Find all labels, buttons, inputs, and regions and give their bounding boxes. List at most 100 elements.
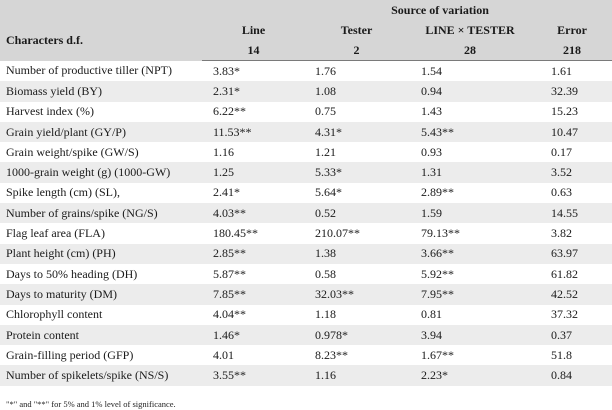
value-line-x-tester: 2.23* [408,365,532,386]
table-row: Grain weight/spike (GW/S) 1.16 1.21 0.93 0.1… [0,142,612,163]
character-name: Spike length (cm) (SL), [0,182,202,204]
value-line: 4.01 [202,345,305,366]
character-name: Protein content [0,324,202,346]
table-row: Protein content 1.46* 0.978* 3.94 0.37 [0,324,612,346]
value-error: 37.32 [532,304,612,325]
table-body: Number of productive tiller (NPT) 3.83* 1.… [0,60,612,386]
table-row: Harvest index (%) 6.22** 0.75 1.43 15.23 [0,101,612,122]
table-row: Grain-filling period (GFP) 4.01 8.23** 1.67… [0,345,612,366]
value-error: 32.39 [532,81,612,102]
table-row: Days to 50% heading (DH) 5.87** 0.58 5.92**… [0,263,612,285]
table-row: Number of spikelets/spike (NS/S) 3.55** 1.… [0,365,612,386]
table-row: Biomass yield (BY) 2.31* 1.08 0.94 32.39 [0,81,612,102]
table-row: Number of grains/spike (NG/S) 4.03** 0.52 1… [0,203,612,224]
value-error: 0.37 [532,324,612,346]
value-tester: 0.58 [305,263,408,285]
value-error: 10.47 [532,121,612,143]
value-line-x-tester: 7.95** [408,284,532,305]
character-name: Number of productive tiller (NPT) [0,60,202,82]
value-error: 61.82 [532,263,612,285]
value-error: 14.55 [532,203,612,224]
value-error: 3.52 [532,162,612,183]
source-of-variation-heading: Source of variation [202,0,612,20]
value-error: 15.23 [532,101,612,122]
value-tester: 210.07** [305,223,408,244]
value-error: 3.82 [532,223,612,244]
value-tester: 5.64* [305,182,408,204]
column-heading-tester: Tester [305,20,408,41]
value-line-x-tester: 3.94 [408,324,532,346]
column-heading-error: Error [532,20,612,41]
character-name: 1000-grain weight (g) (1000-GW) [0,162,202,183]
value-line-x-tester: 3.66** [408,243,532,264]
character-name: Number of grains/spike (NG/S) [0,203,202,224]
value-tester: 1.08 [305,81,408,102]
header-row-labels: Characters d.f. Line Tester LINE × TESTE… [0,20,612,61]
anova-table: Source of variation Characters d.f. Line… [0,0,612,386]
value-tester: 0.978* [305,324,408,346]
value-line: 5.87** [202,263,305,285]
value-line: 1.16 [202,142,305,163]
table-row: Plant height (cm) (PH) 2.85** 1.38 3.66** 63… [0,243,612,264]
value-line: 2.41* [202,182,305,204]
table-row: Chlorophyll content 4.04** 1.18 0.81 37.32 [0,304,612,325]
value-tester: 1.16 [305,365,408,386]
column-heading-line-x-tester: LINE × TESTER [408,20,532,41]
value-error: 0.63 [532,182,612,204]
character-name: Flag leaf area (FLA) [0,223,202,244]
value-line-x-tester: 0.94 [408,81,532,102]
value-tester: 5.33* [305,162,408,183]
significance-footnote: "*" and "**" for 5% and 1% level of sign… [6,399,176,409]
value-error: 63.97 [532,243,612,264]
value-line-x-tester: 1.31 [408,162,532,183]
value-line-x-tester: 5.92** [408,263,532,285]
value-tester: 1.38 [305,243,408,264]
value-line-x-tester: 1.59 [408,203,532,224]
table-row: Number of productive tiller (NPT) 3.83* 1.… [0,60,612,82]
value-tester: 4.31* [305,121,408,143]
value-line: 2.85** [202,243,305,264]
character-name: Biomass yield (BY) [0,81,202,102]
table-row: Spike length (cm) (SL), 2.41* 5.64* 2.89** 0… [0,182,612,204]
table-header: Source of variation Characters d.f. Line… [0,0,612,61]
character-name: Plant height (cm) (PH) [0,243,202,264]
value-line: 7.85** [202,284,305,305]
value-line: 4.03** [202,203,305,224]
value-error: 0.17 [532,142,612,163]
value-error: 51.8 [532,345,612,366]
column-heading-line: Line [202,20,305,41]
df-line: 14 [202,41,305,61]
value-line-x-tester: 1.67** [408,345,532,366]
value-line-x-tester: 1.54 [408,60,532,82]
character-name: Grain yield/plant (GY/P) [0,121,202,143]
value-tester: 1.21 [305,142,408,163]
value-line-x-tester: 2.89** [408,182,532,204]
value-line: 1.46* [202,324,305,346]
character-name: Harvest index (%) [0,101,202,122]
header-row-source: Source of variation [0,0,612,20]
character-name: Chlorophyll content [0,304,202,325]
value-line: 180.45** [202,223,305,244]
table-row: 1000-grain weight (g) (1000-GW) 1.25 5.33*… [0,162,612,183]
value-line-x-tester: 79.13** [408,223,532,244]
value-line-x-tester: 1.43 [408,101,532,122]
character-name: Days to 50% heading (DH) [0,263,202,285]
characters-df-heading: Characters d.f. [0,20,202,61]
value-tester: 0.75 [305,101,408,122]
value-line: 4.04** [202,304,305,325]
character-name: Grain weight/spike (GW/S) [0,142,202,163]
character-name: Grain-filling period (GFP) [0,345,202,366]
value-error: 1.61 [532,60,612,82]
table-row: Flag leaf area (FLA) 180.45** 210.07** 79.1… [0,223,612,244]
table-row: Days to maturity (DM) 7.85** 32.03** 7.95**… [0,284,612,305]
value-line: 11.53** [202,121,305,143]
value-line-x-tester: 0.81 [408,304,532,325]
value-error: 42.52 [532,284,612,305]
value-tester: 1.76 [305,60,408,82]
df-line-x-tester: 28 [408,41,532,61]
header-row-df: 14 2 28 218 [0,41,612,61]
character-name: Number of spikelets/spike (NS/S) [0,365,202,386]
character-name: Days to maturity (DM) [0,284,202,305]
value-line: 2.31* [202,81,305,102]
